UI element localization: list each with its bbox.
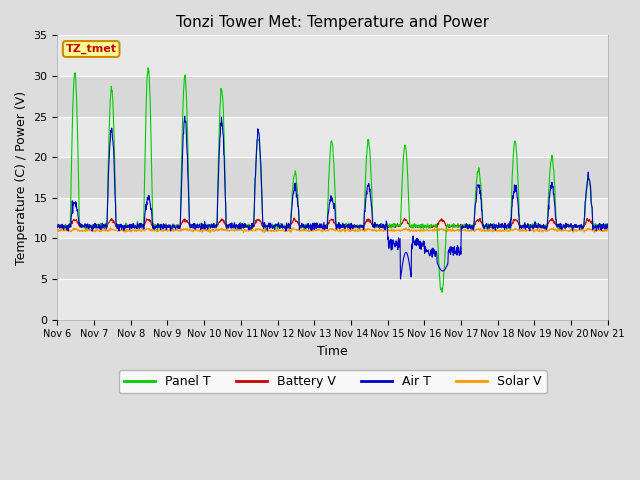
- Air T: [163, 227, 170, 233]
- Air T: [419, 243, 426, 249]
- Battery V: [491, 223, 499, 228]
- Panel T: [438, 289, 446, 295]
- Bar: [58, 279, 608, 320]
- Solar V: [54, 227, 61, 232]
- Legend: Panel T, Battery V, Air T, Solar V: Panel T, Battery V, Air T, Solar V: [118, 370, 547, 393]
- Air T: [54, 225, 61, 230]
- Bar: [58, 36, 608, 76]
- Air T: [181, 113, 189, 119]
- Solar V: [176, 228, 184, 234]
- Title: Tonzi Tower Met: Temperature and Power: Tonzi Tower Met: Temperature and Power: [176, 15, 489, 30]
- Panel T: [144, 65, 152, 71]
- X-axis label: Time: Time: [317, 345, 348, 358]
- Bar: [58, 117, 608, 157]
- Panel T: [604, 222, 612, 228]
- Line: Solar V: Solar V: [58, 228, 608, 232]
- Bar: [58, 76, 608, 117]
- Panel T: [163, 224, 171, 229]
- Solar V: [604, 227, 612, 232]
- Battery V: [291, 215, 298, 221]
- Battery V: [286, 226, 294, 232]
- Line: Panel T: Panel T: [58, 68, 608, 292]
- Air T: [397, 276, 404, 282]
- Air T: [491, 221, 499, 227]
- Solar V: [539, 229, 547, 235]
- Line: Air T: Air T: [58, 116, 608, 279]
- Battery V: [163, 223, 170, 229]
- Battery V: [604, 224, 612, 229]
- Solar V: [163, 226, 170, 232]
- Y-axis label: Temperature (C) / Power (V): Temperature (C) / Power (V): [15, 91, 28, 264]
- Panel T: [238, 226, 246, 231]
- Bar: [58, 157, 608, 198]
- Air T: [604, 224, 612, 230]
- Panel T: [419, 224, 426, 230]
- Battery V: [419, 224, 426, 229]
- Bar: [58, 239, 608, 279]
- Solar V: [419, 227, 426, 233]
- Air T: [176, 226, 184, 231]
- Text: TZ_tmet: TZ_tmet: [66, 44, 116, 54]
- Panel T: [177, 223, 184, 228]
- Bar: [58, 198, 608, 239]
- Solar V: [490, 228, 498, 234]
- Battery V: [237, 222, 245, 228]
- Battery V: [176, 224, 184, 230]
- Panel T: [54, 223, 61, 228]
- Panel T: [540, 223, 547, 229]
- Solar V: [260, 229, 268, 235]
- Panel T: [491, 222, 499, 228]
- Air T: [540, 225, 547, 231]
- Solar V: [550, 225, 557, 230]
- Solar V: [237, 228, 245, 233]
- Battery V: [540, 223, 547, 229]
- Line: Battery V: Battery V: [58, 218, 608, 229]
- Battery V: [54, 223, 61, 229]
- Air T: [238, 223, 246, 228]
